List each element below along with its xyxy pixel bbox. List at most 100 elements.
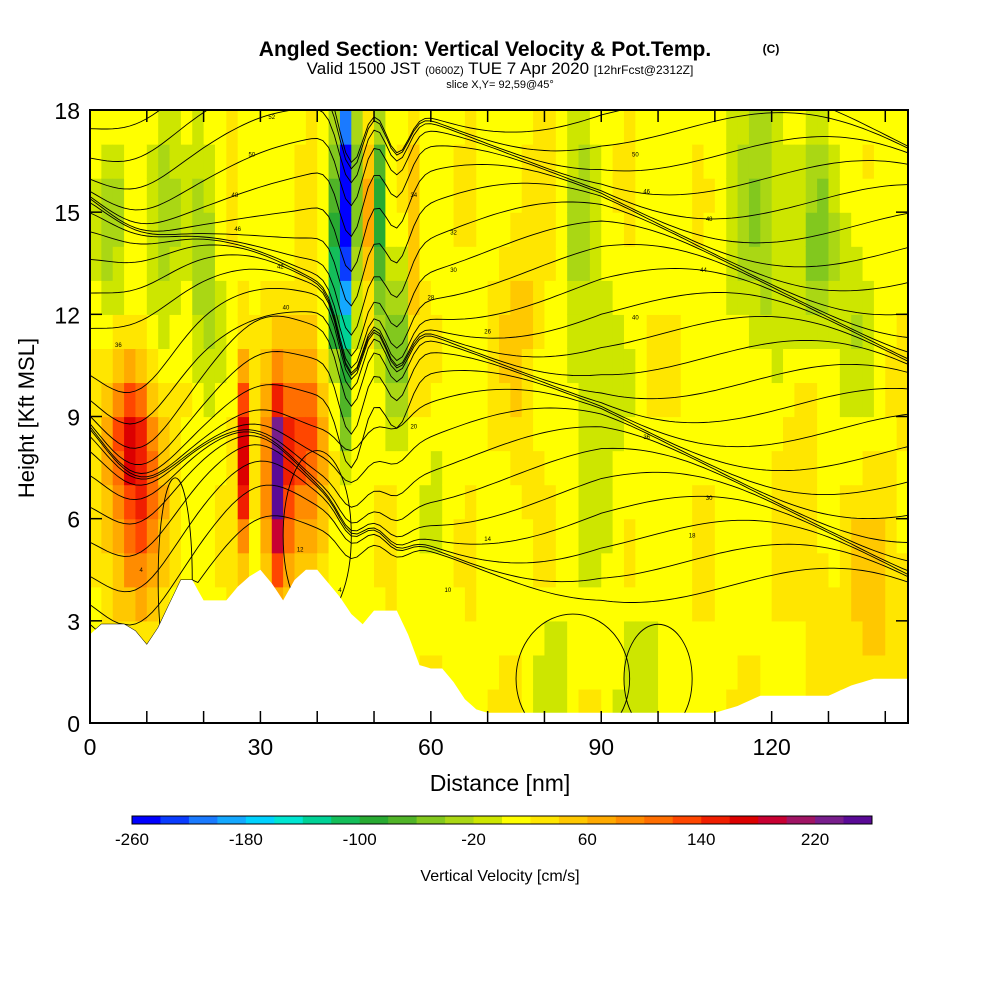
velocity-cell bbox=[124, 348, 137, 384]
contour-label: 42 bbox=[277, 265, 284, 271]
velocity-cell bbox=[158, 178, 171, 213]
contour-label: 48 bbox=[706, 217, 713, 223]
colorbar-swatch bbox=[815, 816, 845, 824]
velocity-cell bbox=[783, 110, 795, 145]
velocity-cell bbox=[124, 178, 137, 213]
velocity-cell bbox=[828, 280, 841, 315]
velocity-cell bbox=[601, 450, 614, 486]
velocity-cell bbox=[635, 586, 648, 622]
velocity-cell bbox=[521, 484, 534, 520]
velocity-cell bbox=[283, 450, 296, 486]
velocity-cell bbox=[771, 314, 784, 349]
velocity-cell bbox=[669, 450, 682, 486]
velocity-cell bbox=[692, 110, 705, 145]
velocity-cell bbox=[737, 314, 750, 349]
contour-label: 50 bbox=[249, 152, 256, 158]
velocity-cell bbox=[669, 382, 682, 418]
velocity-cell bbox=[192, 552, 205, 588]
velocity-cell bbox=[442, 178, 455, 213]
velocity-cell bbox=[260, 246, 273, 281]
velocity-cell bbox=[214, 280, 227, 315]
velocity-cell bbox=[669, 178, 682, 213]
velocity-cell bbox=[169, 416, 182, 452]
velocity-cell bbox=[464, 450, 477, 486]
velocity-cell bbox=[158, 144, 171, 179]
velocity-cell bbox=[896, 144, 908, 179]
velocity-cell bbox=[90, 484, 102, 520]
velocity-cell bbox=[555, 178, 568, 213]
velocity-cell bbox=[635, 144, 648, 179]
velocity-cell bbox=[828, 416, 841, 452]
isotherm-line bbox=[90, 110, 908, 164]
velocity-cell bbox=[658, 144, 671, 179]
velocity-cell bbox=[294, 552, 307, 588]
velocity-cell bbox=[476, 246, 489, 281]
velocity-cell bbox=[544, 416, 557, 452]
velocity-cell bbox=[146, 552, 159, 588]
velocity-cell bbox=[214, 110, 227, 145]
velocity-cell bbox=[839, 348, 852, 384]
velocity-cell bbox=[487, 688, 500, 723]
velocity-cell bbox=[430, 212, 443, 247]
velocity-cell bbox=[692, 688, 705, 723]
velocity-cell bbox=[328, 518, 341, 554]
velocity-cell bbox=[396, 280, 409, 315]
velocity-cell bbox=[601, 484, 614, 520]
velocity-cell bbox=[896, 620, 908, 656]
velocity-cell bbox=[249, 552, 262, 588]
velocity-cell bbox=[839, 246, 852, 281]
velocity-cell bbox=[135, 484, 148, 520]
velocity-cell bbox=[544, 552, 557, 588]
velocity-cell bbox=[112, 314, 125, 349]
velocity-cell bbox=[260, 552, 273, 588]
velocity-cell bbox=[180, 314, 193, 349]
velocity-cell bbox=[692, 144, 705, 179]
velocity-cell bbox=[896, 416, 908, 452]
velocity-cell bbox=[646, 586, 659, 622]
velocity-cell bbox=[623, 416, 636, 452]
velocity-cell bbox=[453, 654, 466, 690]
velocity-cell bbox=[237, 518, 250, 554]
velocity-cell bbox=[101, 246, 114, 281]
velocity-cell bbox=[533, 212, 546, 247]
colorbar-tick-label: 140 bbox=[687, 830, 715, 849]
velocity-cell bbox=[544, 314, 557, 349]
velocity-cell bbox=[192, 450, 205, 486]
velocity-cell bbox=[476, 518, 489, 554]
velocity-cell bbox=[692, 212, 705, 247]
velocity-cell bbox=[214, 246, 227, 281]
colorbar-swatch bbox=[615, 816, 645, 824]
velocity-cell bbox=[521, 280, 534, 315]
velocity-cell bbox=[158, 518, 171, 554]
velocity-cell bbox=[567, 416, 580, 452]
contour-label: 48 bbox=[232, 193, 239, 199]
velocity-cell bbox=[544, 518, 557, 554]
velocity-cell bbox=[703, 586, 716, 622]
velocity-cell bbox=[612, 110, 625, 145]
velocity-cell bbox=[612, 246, 625, 281]
velocity-cell bbox=[112, 382, 125, 418]
velocity-cell bbox=[464, 348, 477, 384]
velocity-cell bbox=[146, 212, 159, 247]
velocity-cell bbox=[567, 348, 580, 384]
velocity-cell bbox=[805, 450, 818, 486]
velocity-cell bbox=[635, 416, 648, 452]
velocity-cell bbox=[135, 552, 148, 588]
isotherm-line bbox=[90, 244, 908, 369]
velocity-cell bbox=[692, 246, 705, 281]
velocity-cell bbox=[555, 552, 568, 588]
colorbar-swatch bbox=[473, 816, 503, 824]
velocity-cell bbox=[692, 382, 705, 418]
velocity-cell bbox=[589, 552, 602, 588]
velocity-cell bbox=[817, 280, 830, 315]
isotherm-line bbox=[90, 182, 908, 307]
velocity-cell bbox=[214, 484, 227, 520]
velocity-cell bbox=[158, 212, 171, 247]
contour-label: 30 bbox=[450, 268, 457, 274]
velocity-cell bbox=[305, 416, 318, 452]
velocity-cell bbox=[169, 246, 182, 281]
velocity-cell bbox=[464, 314, 477, 349]
velocity-cell bbox=[271, 144, 284, 179]
velocity-cell bbox=[771, 280, 784, 315]
velocity-cell bbox=[885, 280, 898, 315]
